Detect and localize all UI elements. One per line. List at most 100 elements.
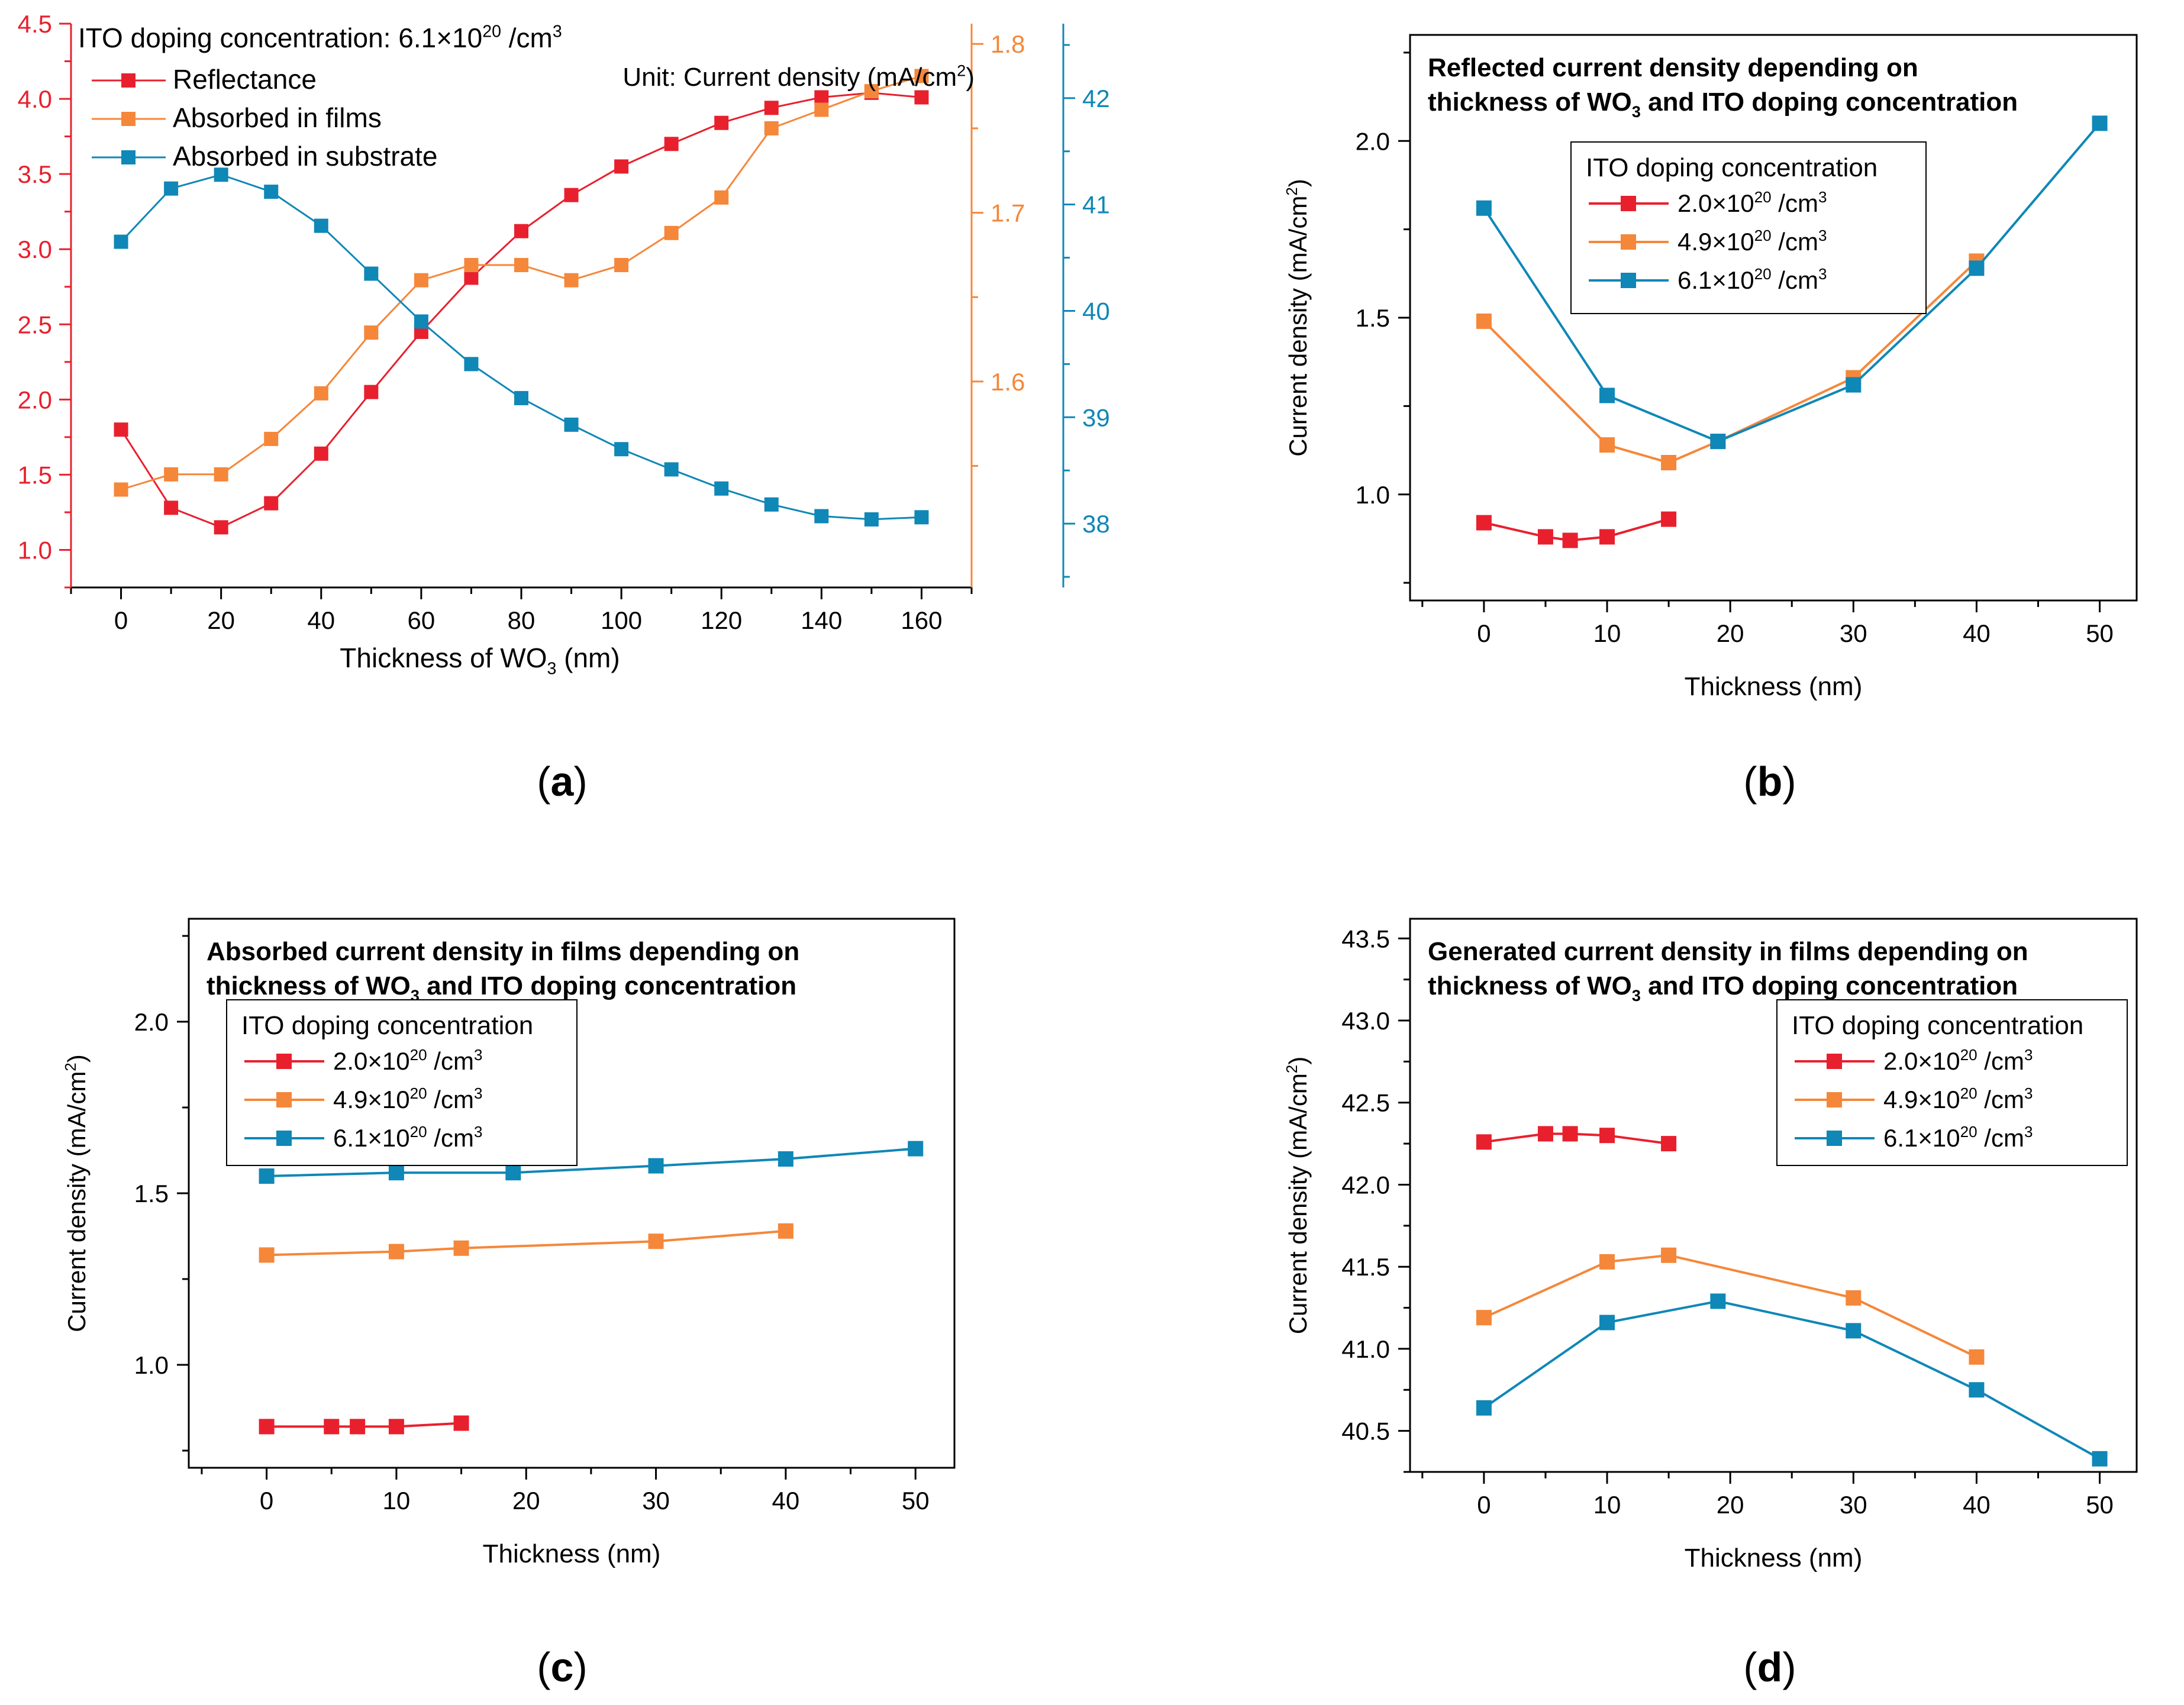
- legend-marker: [1621, 234, 1636, 250]
- text-span: /cm: [1977, 1047, 2024, 1075]
- y-tick-label: 1.0: [134, 1351, 169, 1379]
- legend-label: 2.0×1020 /cm3: [1677, 188, 1827, 217]
- chart-title-line2: thickness of WO3 and ITO doping concentr…: [1428, 971, 2018, 1005]
- chart-title-line2: thickness of WO3 and ITO doping concentr…: [1428, 88, 2018, 121]
- data-point: [364, 385, 379, 399]
- text-span: 2.0×10: [1883, 1047, 1960, 1075]
- data-point: [1661, 1136, 1677, 1152]
- data-point: [778, 1151, 793, 1167]
- data-point: [414, 273, 428, 288]
- right-y2-tick-label: 41: [1082, 191, 1110, 219]
- text-span: ): [966, 63, 975, 92]
- caption-paren: (: [1743, 1644, 1757, 1690]
- x-tick-label: 140: [801, 606, 842, 634]
- text-span: 6.1×10: [1883, 1124, 1960, 1152]
- data-point: [214, 467, 228, 482]
- legend-marker: [121, 150, 136, 164]
- text-span: 3: [547, 660, 557, 679]
- y-tick-label: 42.5: [1341, 1089, 1390, 1117]
- data-point: [814, 509, 829, 524]
- data-point: [1476, 515, 1492, 531]
- series-line: [1483, 1300, 2101, 1460]
- data-point: [164, 181, 179, 196]
- data-point: [1969, 1349, 1985, 1365]
- text-span: and ITO doping concentration: [1641, 971, 2018, 1000]
- y-tick-label: 2.0: [1356, 127, 1390, 155]
- panel-b: 0 10 20 30 40 50 1.0 1.5 2.0 Thickness (nm) Curren…: [1283, 34, 2138, 701]
- data-point: [1562, 532, 1578, 548]
- series-line: [266, 1229, 786, 1257]
- x-tick-label: 0: [1477, 1491, 1491, 1519]
- series-orange: [1476, 1247, 1985, 1365]
- caption-b: (b): [1743, 758, 1796, 805]
- data-point: [214, 520, 228, 535]
- data-point: [1476, 1310, 1492, 1326]
- data-point: [864, 84, 879, 99]
- text-span: 20: [1754, 265, 1772, 283]
- data-point: [664, 137, 679, 151]
- text-span: 3: [1632, 102, 1641, 121]
- data-point: [764, 101, 779, 115]
- y-axis-label: Current density (mA/cm2): [1283, 179, 1312, 457]
- x-tick-label: 160: [901, 606, 942, 634]
- text-span: 20: [1960, 1084, 1977, 1102]
- data-point: [1969, 1382, 1985, 1398]
- x-tick-label: 40: [1963, 1491, 1991, 1519]
- x-tick-label: 10: [1593, 619, 1621, 647]
- x-tick-label: 50: [2086, 1491, 2114, 1519]
- doping-annotation: ITO doping concentration: 6.1×1020 /cm3: [78, 22, 562, 53]
- text-span: 20: [1960, 1123, 1977, 1141]
- data-point: [259, 1419, 275, 1435]
- legend: ITO doping concentration 2.0×1020 /cm3 4.9…: [226, 999, 578, 1166]
- plot-frame: [1409, 34, 2138, 602]
- data-point: [114, 422, 128, 437]
- data-point: [1846, 377, 1862, 393]
- text-span: 4.9×10: [333, 1086, 410, 1113]
- x-tick-label: 30: [1840, 1491, 1867, 1519]
- x-tick-label: 80: [508, 606, 535, 634]
- data-point: [564, 273, 579, 288]
- legend-label: 2.0×1020 /cm3: [333, 1046, 482, 1075]
- x-tick-label: 20: [1717, 619, 1744, 647]
- text-span: and ITO doping concentration: [1641, 88, 2018, 117]
- legend-marker: [121, 73, 136, 88]
- x-tick-label: 10: [1593, 1491, 1621, 1519]
- series-orange: [259, 1223, 793, 1263]
- data-point: [664, 225, 679, 240]
- data-point: [564, 188, 579, 202]
- legend-label: 4.9×1020 /cm3: [333, 1084, 482, 1113]
- data-point: [1599, 1254, 1615, 1270]
- data-point: [1661, 454, 1677, 470]
- y-tick-label: 1.5: [1356, 304, 1390, 332]
- data-point: [914, 90, 929, 105]
- legend-label: Reflectance: [173, 64, 317, 95]
- left-y-tick-label: 2.0: [18, 386, 52, 414]
- data-point: [1537, 529, 1553, 545]
- data-point: [364, 266, 379, 281]
- text-span: 20: [482, 22, 501, 41]
- data-point: [1846, 1323, 1862, 1339]
- y-tick-label: 40.5: [1341, 1417, 1390, 1445]
- series-line: [121, 75, 922, 490]
- text-span: 3: [2024, 1046, 2033, 1064]
- x-tick-label: 40: [772, 1487, 800, 1515]
- text-span: 3: [553, 22, 562, 41]
- caption-letter: c: [551, 1644, 574, 1690]
- text-span: 3: [1818, 188, 1827, 206]
- data-point: [764, 121, 779, 135]
- right-y1-tick-label: 1.6: [991, 368, 1025, 396]
- right-y2-tick-label: 40: [1082, 297, 1110, 325]
- legend-title: ITO doping concentration: [241, 1011, 533, 1040]
- data-point: [259, 1247, 275, 1263]
- data-point: [908, 1141, 924, 1157]
- x-tick-label: 40: [1963, 619, 1991, 647]
- data-point: [350, 1419, 366, 1435]
- legend-title: ITO doping concentration: [1792, 1011, 2083, 1040]
- legend-marker: [121, 112, 136, 126]
- x-tick-label: 20: [1717, 1491, 1744, 1519]
- data-point: [1710, 1293, 1726, 1309]
- data-point: [1599, 1128, 1615, 1144]
- unit-note: Unit: Current density (mA/cm2): [622, 61, 975, 92]
- data-point: [414, 314, 428, 329]
- x-tick-label: 40: [307, 606, 335, 634]
